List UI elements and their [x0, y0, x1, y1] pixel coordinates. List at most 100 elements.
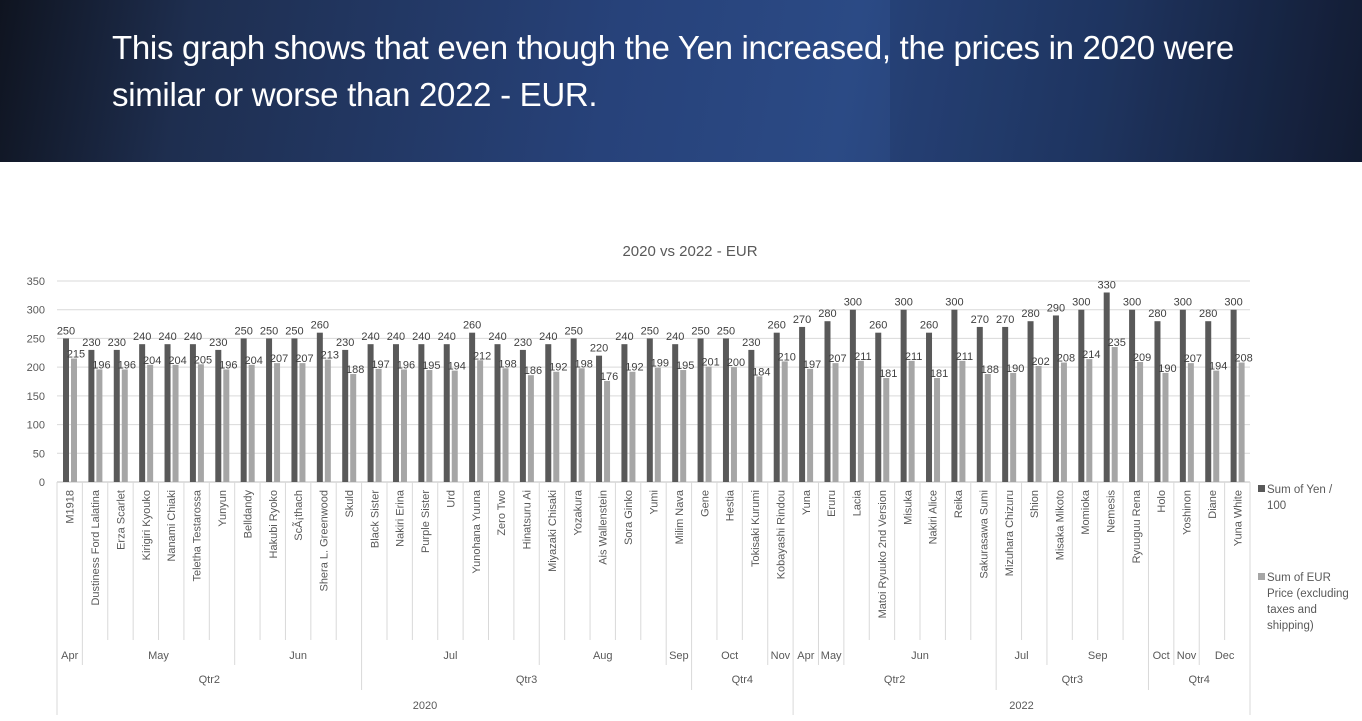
category-label: Yuna — [801, 489, 813, 515]
slide-title: This graph shows that even though the Ye… — [112, 29, 1234, 113]
data-label-eur: 200 — [727, 357, 745, 369]
bar-eur — [553, 371, 560, 482]
category-label: Yoshinon — [1182, 490, 1194, 535]
bar-eur — [527, 375, 534, 482]
category-label: Nakiri Erina — [395, 489, 407, 547]
data-label-eur: 202 — [1031, 356, 1049, 368]
data-label-eur: 235 — [1108, 337, 1126, 349]
category-label: Misaka Mikoto — [1055, 490, 1067, 560]
bar-yen — [88, 349, 95, 482]
bar-eur — [426, 370, 433, 482]
bar-eur — [299, 363, 306, 482]
bar-yen — [291, 338, 298, 482]
data-label-eur: 195 — [422, 360, 440, 372]
data-label-eur: 204 — [168, 355, 186, 367]
data-label-eur: 194 — [1209, 361, 1227, 373]
category-label: Ais Wallenstein — [598, 490, 610, 565]
bar-eur — [147, 364, 154, 482]
category-label: ScÃ¡thach — [292, 490, 305, 541]
category-label: Misuka — [902, 489, 914, 525]
data-label-yen: 250 — [57, 325, 75, 337]
month-label: Sep — [669, 650, 689, 662]
category-label: M1918 — [65, 490, 77, 524]
bar-yen — [266, 338, 273, 482]
data-label-yen: 280 — [1021, 308, 1039, 320]
month-label: Jul — [1015, 650, 1029, 662]
bar-eur — [730, 367, 737, 482]
category-label: Yuna White — [1232, 490, 1244, 546]
bar-eur — [1137, 361, 1144, 482]
bar-yen — [215, 349, 222, 482]
data-label-yen: 230 — [209, 337, 227, 349]
bar-eur — [756, 376, 763, 482]
category-label: Kirigiri Kyouko — [141, 490, 153, 560]
data-label-yen: 240 — [412, 331, 430, 343]
data-label-yen: 240 — [488, 331, 506, 343]
data-label-yen: 280 — [1199, 308, 1217, 320]
legend-swatch-eur — [1258, 573, 1265, 580]
category-label: Yunyun — [217, 490, 229, 527]
category-label: Reika — [953, 489, 965, 518]
category-label: Hinatsuru Ai — [522, 490, 534, 549]
data-label-eur: 215 — [67, 349, 85, 361]
data-label-yen: 300 — [1123, 297, 1141, 309]
data-label-eur: 214 — [1082, 349, 1100, 361]
year-label: 2020 — [413, 700, 437, 712]
category-label: Nemesis — [1105, 490, 1117, 533]
data-label-eur: 196 — [397, 359, 415, 371]
data-label-yen: 220 — [590, 343, 608, 355]
data-label-eur: 211 — [854, 351, 872, 363]
y-tick-label: 300 — [27, 305, 45, 317]
data-label-yen: 300 — [945, 297, 963, 309]
data-label-eur: 207 — [828, 353, 846, 365]
bar-yen — [316, 332, 323, 482]
data-label-eur: 176 — [600, 371, 618, 383]
category-label: Yozakura — [572, 489, 584, 535]
bar-yen — [113, 349, 120, 482]
legend-label: Sum of EUR — [1267, 572, 1331, 584]
data-label-yen: 260 — [869, 320, 887, 332]
bar-yen — [418, 344, 425, 482]
data-label-eur: 204 — [245, 355, 263, 367]
data-label-eur: 211 — [956, 351, 974, 363]
bar-eur — [350, 374, 357, 482]
data-label-eur: 198 — [498, 358, 516, 370]
category-label: Dustiness Ford Lalatina — [90, 489, 102, 605]
data-label-eur: 196 — [92, 359, 110, 371]
data-label-eur: 201 — [701, 357, 719, 369]
bar-eur — [451, 370, 458, 482]
category-label: Erza Scarlet — [115, 490, 127, 550]
category-label: Zero Two — [496, 490, 508, 536]
data-label-yen: 300 — [1224, 297, 1242, 309]
bar-eur — [1111, 347, 1118, 482]
month-label: Nov — [1177, 650, 1197, 662]
category-label: Nakiri Alice — [928, 490, 940, 544]
month-label: Jul — [443, 650, 457, 662]
bar-yen — [1078, 309, 1085, 482]
bar-yen — [596, 355, 603, 482]
data-label-eur: 190 — [1006, 363, 1024, 375]
category-label: Mizuhara Chizuru — [1004, 490, 1016, 576]
category-label: Diane — [1207, 490, 1219, 519]
bar-yen — [367, 344, 374, 482]
bar-eur — [1060, 362, 1067, 482]
bar-yen — [646, 338, 653, 482]
data-label-eur: 194 — [448, 361, 466, 373]
header-shade — [890, 0, 1362, 162]
category-label: Sora Ginko — [623, 490, 635, 545]
bar-eur — [223, 369, 230, 482]
category-label: Milim Nava — [674, 489, 686, 544]
bar-eur — [274, 363, 281, 482]
legend-label: Sum of Yen / — [1267, 484, 1333, 496]
bar-yen — [697, 338, 704, 482]
y-tick-label: 0 — [39, 477, 45, 489]
category-label: Hakubi Ryoko — [268, 490, 280, 558]
bar-eur — [807, 368, 814, 482]
data-label-yen: 300 — [894, 297, 912, 309]
bar-yen — [570, 338, 577, 482]
bar-eur — [1035, 365, 1042, 482]
bar-eur — [197, 364, 204, 482]
quarter-label: Qtr4 — [1189, 674, 1210, 686]
data-label-yen: 240 — [438, 331, 456, 343]
bar-yen — [824, 321, 831, 482]
